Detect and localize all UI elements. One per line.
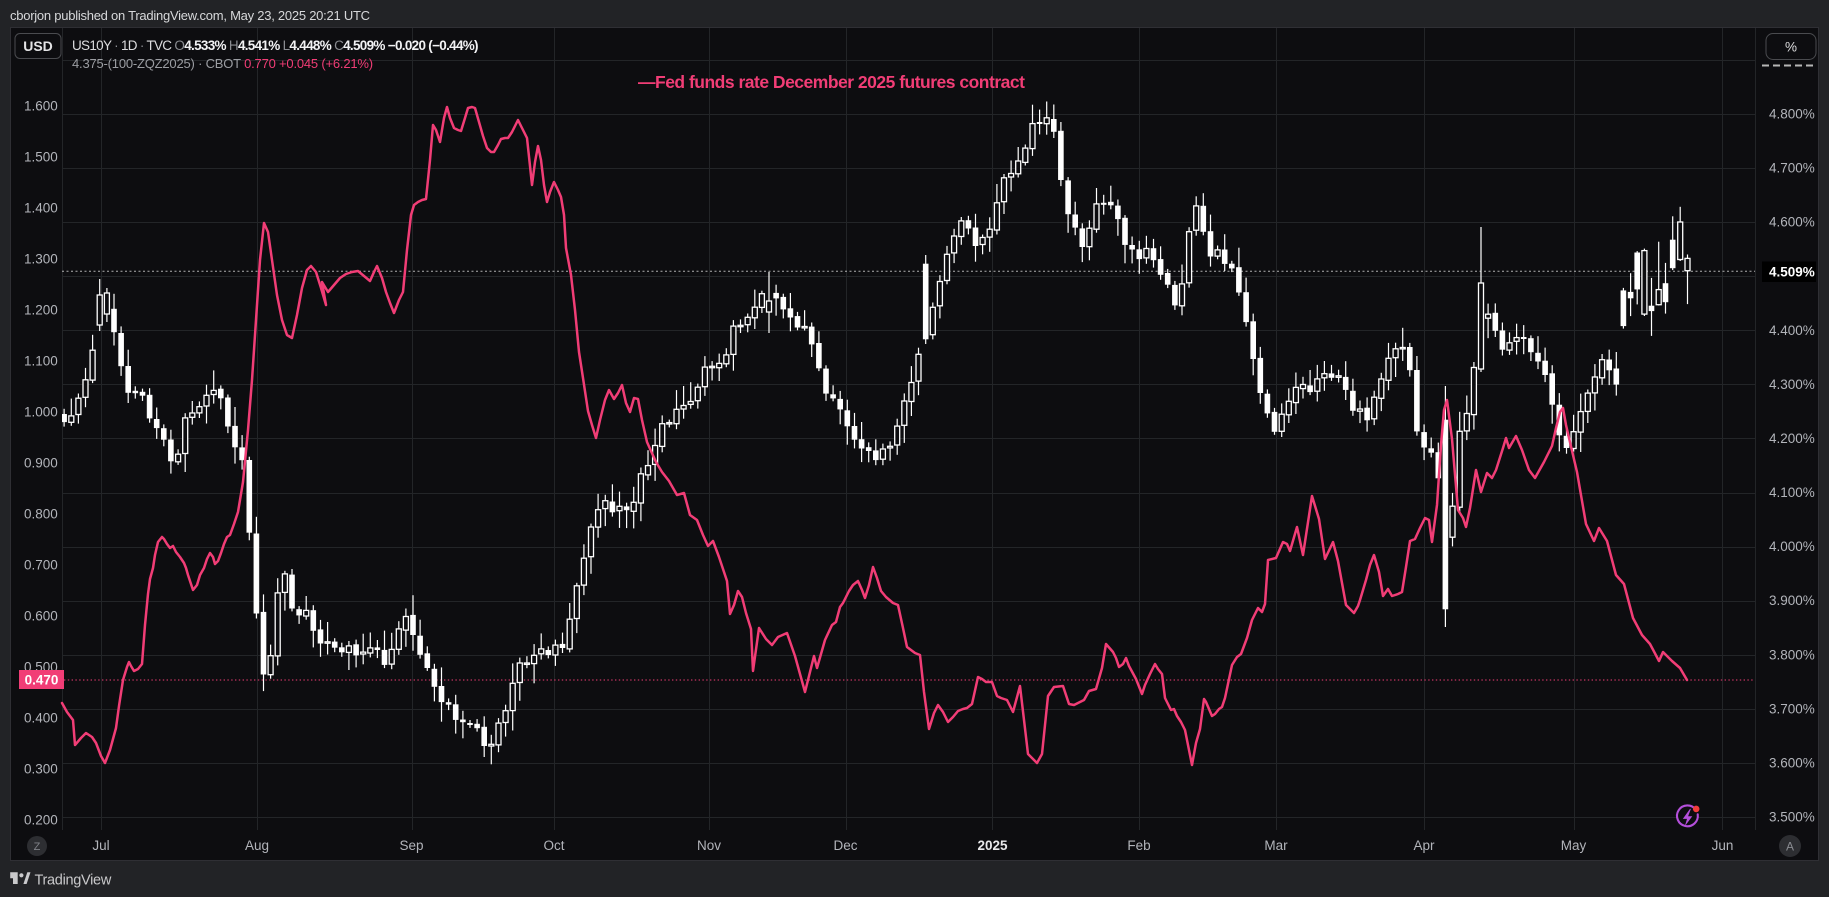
svg-text:3.800%: 3.800% <box>1769 647 1815 662</box>
svg-text:3.900%: 3.900% <box>1769 593 1815 608</box>
svg-text:4.000%: 4.000% <box>1769 539 1815 554</box>
svg-text:4.700%: 4.700% <box>1769 161 1815 176</box>
svg-text:1.200: 1.200 <box>24 303 58 318</box>
svg-text:1.600: 1.600 <box>24 99 58 114</box>
svg-text:4.800%: 4.800% <box>1769 107 1815 122</box>
svg-text:A: A <box>1786 840 1794 854</box>
svg-text:4.400%: 4.400% <box>1769 323 1815 338</box>
svg-text:0.470: 0.470 <box>25 673 59 688</box>
svg-text:Aug: Aug <box>245 838 269 853</box>
svg-text:Mar: Mar <box>1264 838 1288 853</box>
svg-text:1.000: 1.000 <box>24 405 58 420</box>
svg-text:0.200: 0.200 <box>24 813 58 828</box>
svg-text:TradingView: TradingView <box>35 873 112 889</box>
svg-text:0.300: 0.300 <box>24 762 58 777</box>
svg-text:Jul: Jul <box>92 838 109 853</box>
svg-text:Jun: Jun <box>1712 838 1734 853</box>
svg-text:4.300%: 4.300% <box>1769 377 1815 392</box>
svg-text:1.500: 1.500 <box>24 150 58 165</box>
svg-text:1.100: 1.100 <box>24 354 58 369</box>
svg-text:1.400: 1.400 <box>24 201 58 216</box>
svg-text:3.700%: 3.700% <box>1769 701 1815 716</box>
svg-text:0.600: 0.600 <box>24 609 58 624</box>
svg-text:4.375-(100-ZQZ2025) · CBOT 0.: 4.375-(100-ZQZ2025) · CBOT 0.770 +0.045 … <box>72 56 373 71</box>
svg-text:US10Y · 1D · TVC O4.533% H4.5: US10Y · 1D · TVC O4.533% H4.541% L4.448%… <box>72 38 478 53</box>
svg-text:0.400: 0.400 <box>24 711 58 726</box>
svg-text:Oct: Oct <box>543 838 564 853</box>
svg-text:Nov: Nov <box>697 838 721 853</box>
svg-text:Dec: Dec <box>833 838 857 853</box>
svg-text:0.800: 0.800 <box>24 507 58 522</box>
svg-text:0.700: 0.700 <box>24 558 58 573</box>
svg-text:2025: 2025 <box>977 838 1008 853</box>
svg-text:4.100%: 4.100% <box>1769 485 1815 500</box>
svg-text:4.509%: 4.509% <box>1769 265 1815 280</box>
svg-text:cborjon published on TradingVi: cborjon published on TradingView.com, Ma… <box>10 8 370 23</box>
svg-text:3.600%: 3.600% <box>1769 756 1815 771</box>
svg-text:Z: Z <box>34 841 41 853</box>
svg-text:1.300: 1.300 <box>24 252 58 267</box>
svg-text:Sep: Sep <box>399 838 423 853</box>
svg-text:4.600%: 4.600% <box>1769 215 1815 230</box>
svg-text:Apr: Apr <box>1413 838 1435 853</box>
svg-text:0.900: 0.900 <box>24 456 58 471</box>
svg-text:4.200%: 4.200% <box>1769 431 1815 446</box>
svg-text:Feb: Feb <box>1127 838 1150 853</box>
svg-text:%: % <box>1785 40 1797 55</box>
svg-text:May: May <box>1561 838 1587 853</box>
svg-text:3.500%: 3.500% <box>1769 810 1815 825</box>
svg-text:—Fed funds rate December 2025: —Fed funds rate December 2025 futures co… <box>638 72 1025 92</box>
svg-text:USD: USD <box>23 38 53 54</box>
